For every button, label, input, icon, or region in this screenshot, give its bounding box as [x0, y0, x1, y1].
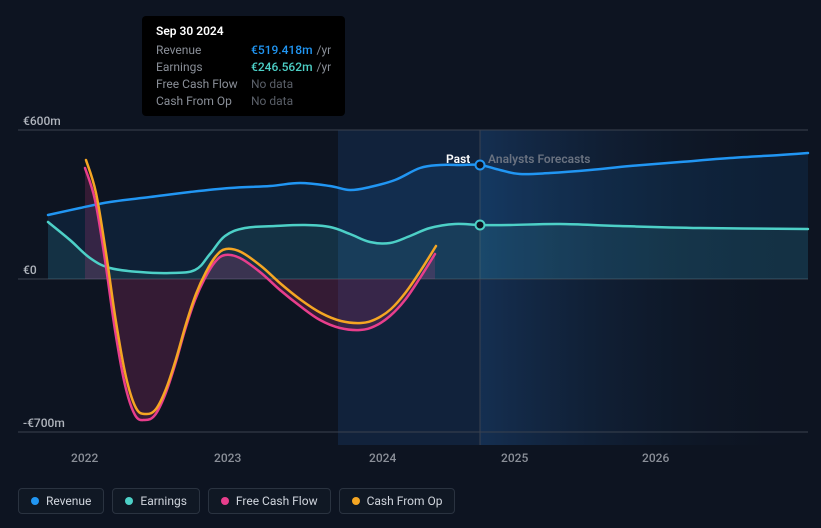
- x-axis-label: 2025: [501, 451, 528, 465]
- legend-label: Revenue: [46, 494, 91, 508]
- tooltip-nodata: No data: [251, 77, 293, 91]
- legend-label: Free Cash Flow: [236, 494, 318, 508]
- tooltip-unit: /yr: [317, 60, 332, 74]
- legend-swatch: [221, 497, 229, 505]
- legend-swatch: [352, 497, 360, 505]
- legend-item-cash-from-op[interactable]: Cash From Op: [339, 488, 456, 514]
- x-axis-label: 2022: [71, 451, 98, 465]
- x-axis-label: 2026: [642, 451, 669, 465]
- legend-item-free-cash-flow[interactable]: Free Cash Flow: [208, 488, 331, 514]
- y-axis-label: €600m: [23, 114, 61, 128]
- tooltip-label: Cash From Op: [156, 94, 251, 108]
- tooltip-label: Revenue: [156, 43, 251, 57]
- y-axis-label: €0: [23, 263, 37, 277]
- past-label: Past: [446, 152, 470, 166]
- legend-swatch: [31, 497, 39, 505]
- tooltip-unit: /yr: [317, 43, 332, 57]
- forecast-label: Analysts Forecasts: [488, 152, 590, 166]
- legend-item-revenue[interactable]: Revenue: [18, 488, 104, 514]
- legend-label: Earnings: [140, 494, 187, 508]
- chart-legend: Revenue Earnings Free Cash Flow Cash From O…: [18, 488, 455, 514]
- tooltip-row: Cash From OpNo data: [156, 94, 331, 108]
- tooltip-value: €246.562m: [251, 60, 313, 74]
- chart-svg: [0, 0, 821, 524]
- legend-item-earnings[interactable]: Earnings: [112, 488, 200, 514]
- tooltip-row: Earnings€246.562m/yr: [156, 60, 331, 74]
- tooltip-nodata: No data: [251, 94, 293, 108]
- chart-container: [0, 0, 821, 524]
- tooltip-label: Free Cash Flow: [156, 77, 251, 91]
- x-axis-label: 2024: [369, 451, 396, 465]
- tooltip-row: Free Cash FlowNo data: [156, 77, 331, 91]
- tooltip-value: €519.418m: [251, 43, 313, 57]
- y-axis-label: -€700m: [23, 416, 65, 430]
- chart-tooltip: Sep 30 2024 Revenue€519.418m/yrEarnings€…: [142, 16, 345, 116]
- x-axis-label: 2023: [214, 451, 241, 465]
- tooltip-row: Revenue€519.418m/yr: [156, 43, 331, 57]
- legend-label: Cash From Op: [367, 494, 443, 508]
- tooltip-label: Earnings: [156, 60, 251, 74]
- legend-swatch: [125, 497, 133, 505]
- tooltip-date: Sep 30 2024: [156, 24, 331, 38]
